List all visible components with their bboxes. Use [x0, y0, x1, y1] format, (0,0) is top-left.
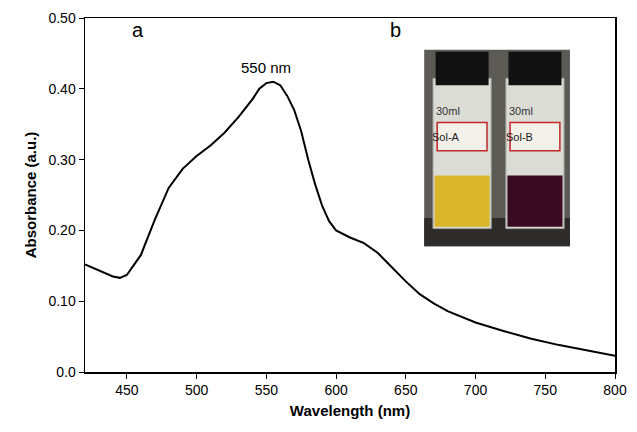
svg-text:750: 750 [534, 382, 558, 398]
svg-text:b: b [390, 19, 401, 41]
svg-text:800: 800 [603, 382, 627, 398]
svg-text:500: 500 [185, 382, 209, 398]
svg-text:450: 450 [115, 382, 139, 398]
svg-text:0.30: 0.30 [48, 152, 75, 168]
svg-text:Absorbance (a.u.): Absorbance (a.u.) [22, 132, 39, 259]
svg-text:0.20: 0.20 [48, 222, 75, 238]
svg-text:550: 550 [255, 382, 279, 398]
svg-text:0.0: 0.0 [56, 364, 76, 380]
svg-text:30ml: 30ml [436, 105, 460, 117]
svg-text:Sol-A: Sol-A [432, 131, 460, 143]
svg-text:0.40: 0.40 [48, 81, 75, 97]
svg-text:600: 600 [324, 382, 348, 398]
svg-text:650: 650 [394, 382, 418, 398]
svg-text:700: 700 [464, 382, 488, 398]
svg-text:Sol-B: Sol-B [506, 131, 533, 143]
svg-text:550 nm: 550 nm [241, 59, 291, 76]
svg-text:0.50: 0.50 [48, 10, 75, 26]
svg-text:0.10: 0.10 [48, 293, 75, 309]
svg-text:Wavelength (nm): Wavelength (nm) [290, 402, 410, 419]
svg-text:a: a [132, 19, 144, 41]
svg-text:30ml: 30ml [509, 105, 533, 117]
